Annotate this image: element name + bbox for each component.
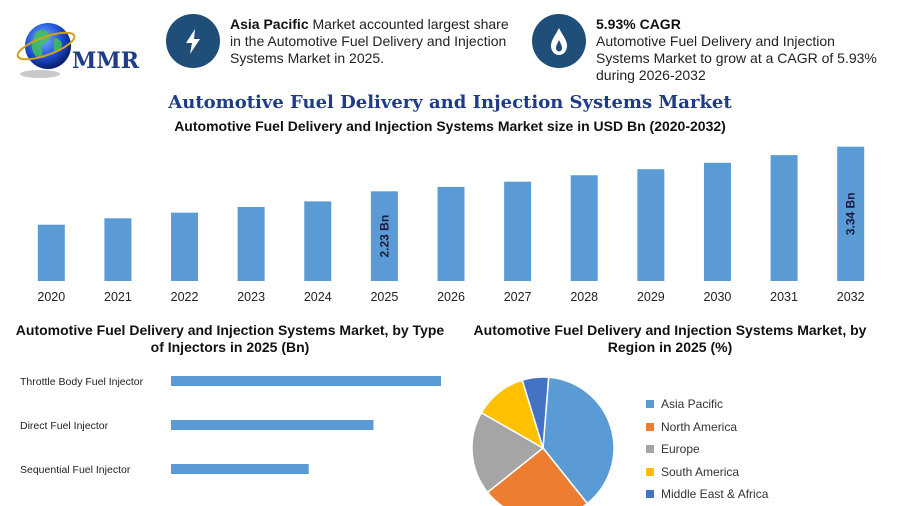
bar-chart-title: Automotive Fuel Delivery and Injection S… <box>174 118 726 134</box>
bar-2031 <box>770 155 798 281</box>
info-right-text: 5.93% CAGR Automotive Fuel Delivery and … <box>596 16 888 84</box>
x-tick-label: 2021 <box>104 290 132 304</box>
x-tick-label: 2022 <box>171 290 199 304</box>
mmr-logo: MMR <box>14 16 144 82</box>
bar-2028 <box>570 175 598 281</box>
legend-item: Asia Pacific <box>646 393 768 416</box>
pie-slice <box>521 376 550 449</box>
info-right-body: Automotive Fuel Delivery and Injection S… <box>596 33 877 83</box>
region-chart-title: Automotive Fuel Delivery and Injection S… <box>473 322 867 355</box>
bar-2023 <box>237 207 265 281</box>
injector-category-label: Throttle Body Fuel Injector <box>20 376 144 388</box>
legend-item: Europe <box>646 438 768 461</box>
x-tick-label: 2024 <box>304 290 332 304</box>
legend-swatch <box>646 422 654 431</box>
pie-slice <box>471 411 545 494</box>
legend-swatch <box>646 467 654 476</box>
info-left-bold: Asia Pacific <box>230 16 309 32</box>
x-tick-label: 2029 <box>637 290 665 304</box>
bar-2024 <box>304 201 332 281</box>
legend-swatch <box>646 490 654 499</box>
x-tick-label: 2028 <box>570 290 598 304</box>
injector-category-label: Direct Fuel Injector <box>20 420 109 432</box>
pie-slice <box>542 376 615 505</box>
x-tick-label: 2031 <box>770 290 798 304</box>
market-size-bar-chart: 2020 2021 2022 2023 2024 2025 2.23 Bn 2026 2027 2… <box>37 146 865 304</box>
bar-2032 <box>837 146 865 281</box>
info-left-text: Asia Pacific Market accounted largest sh… <box>230 16 522 67</box>
region-legend: Asia Pacific North America Europe South Ame… <box>646 393 768 506</box>
bar-2021 <box>104 218 132 281</box>
bar-2027 <box>504 181 532 281</box>
info-left-body: Market accounted largest share in the Au… <box>230 16 509 66</box>
flame-drop-icon <box>532 14 586 68</box>
pie-slice <box>486 446 589 506</box>
bar-data-label: 2.23 Bn <box>377 215 391 258</box>
bar-2022 <box>171 212 199 281</box>
legend-label: Middle East & Africa <box>661 487 769 502</box>
x-tick-label: 2026 <box>437 290 465 304</box>
legend-swatch <box>646 445 654 454</box>
x-tick-label: 2020 <box>37 290 65 304</box>
info-right-bold: 5.93% CAGR <box>596 16 681 32</box>
region-pie-chart <box>471 376 615 506</box>
legend-label: Europe <box>661 442 700 457</box>
bar-2020 <box>37 224 65 281</box>
legend-swatch <box>646 400 654 409</box>
injector-bar <box>171 376 441 386</box>
bar-2029 <box>637 169 665 281</box>
x-tick-label: 2030 <box>704 290 732 304</box>
injector-bar <box>171 464 309 474</box>
injector-chart-title: Automotive Fuel Delivery and Injection S… <box>15 322 445 355</box>
legend-item: South America <box>646 461 768 484</box>
legend-label: Asia Pacific <box>661 397 724 412</box>
legend-item: North America <box>646 416 768 439</box>
x-tick-label: 2027 <box>504 290 532 304</box>
bar-data-label: 3.34 Bn <box>844 193 858 236</box>
x-tick-label: 2032 <box>837 290 865 304</box>
bar-2030 <box>703 162 731 281</box>
legend-label: North America <box>661 419 738 434</box>
bar-2025 <box>370 191 398 281</box>
lightning-icon <box>166 14 220 68</box>
x-tick-label: 2025 <box>370 290 398 304</box>
injector-category-label: Sequential Fuel Injector <box>20 464 131 476</box>
legend-label: South America <box>661 464 740 479</box>
injector-bar <box>171 420 374 430</box>
logo-text: MMR <box>72 48 140 74</box>
injector-type-bar-chart: Throttle Body Fuel Injector Direct Fuel I… <box>20 376 441 476</box>
legend-item: Middle East & Africa <box>646 483 768 506</box>
globe-icon: MMR <box>16 23 140 78</box>
x-tick-label: 2023 <box>237 290 265 304</box>
page-title: Automotive Fuel Delivery and Injection S… <box>168 92 732 113</box>
bar-2026 <box>437 186 465 281</box>
